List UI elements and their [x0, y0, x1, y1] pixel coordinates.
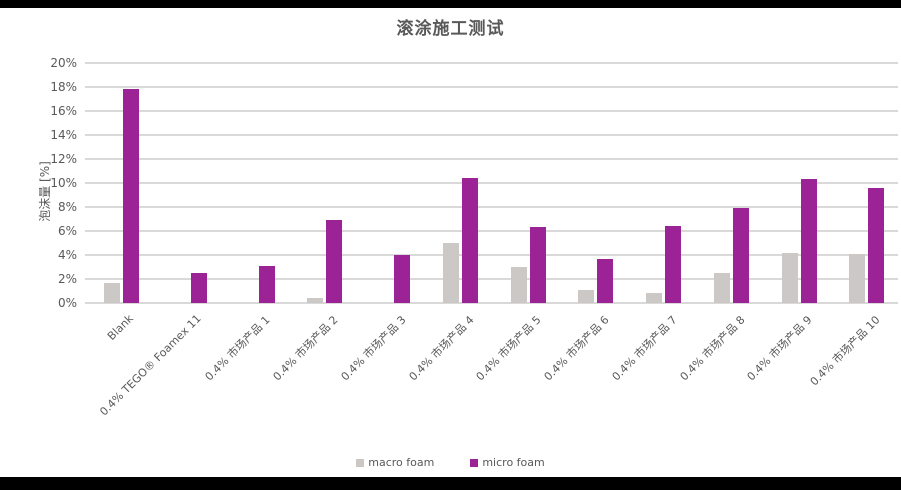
gridline: [85, 230, 898, 232]
chart-title: 滚涂施工测试: [396, 19, 505, 39]
gridline: [85, 86, 898, 88]
bar-micro-foam: [258, 265, 275, 303]
y-tick-label: 8%: [57, 200, 77, 214]
x-tick-label: Blank: [105, 312, 137, 343]
bar-macro-foam: [104, 282, 120, 303]
gridline: [85, 302, 898, 304]
top-edge-strip: [0, 0, 901, 8]
bar-macro-foam: [646, 293, 662, 303]
y-tick-label: 16%: [50, 104, 77, 118]
gridline: [85, 182, 898, 184]
y-tick-label: 0%: [57, 296, 77, 310]
gridline: [85, 62, 898, 64]
y-tick-label: 4%: [57, 248, 77, 262]
x-tick-label: 0.4% 市场产品 5: [474, 313, 544, 384]
gridline: [85, 134, 898, 136]
gridline: [85, 158, 898, 160]
bar-micro-foam: [868, 187, 885, 303]
x-tick-label: 0.4% 市场产品 4: [406, 313, 477, 384]
macro-foam-swatch-icon: [356, 458, 365, 467]
y-tick-label: 2%: [57, 272, 77, 286]
bar-macro-foam: [442, 243, 459, 303]
bar-micro-foam: [800, 179, 817, 303]
y-tick-label: 6%: [57, 224, 77, 238]
x-tick-label: 0.4% 市场产品 9: [745, 313, 815, 384]
bar-micro-foam: [190, 273, 207, 303]
legend-item-macro-foam: macro foam: [356, 456, 434, 469]
gridline: [85, 206, 898, 208]
x-tick-label: 0.4% 市场产品 7: [609, 313, 680, 384]
bar-micro-foam: [394, 255, 410, 303]
x-tick-label: 0.4% 市场产品 2: [270, 313, 341, 384]
bar-micro-foam: [732, 208, 749, 303]
x-tick-label: 0.4% 市场产品 1: [203, 313, 273, 384]
y-tick-label: 12%: [50, 152, 77, 166]
legend-item-micro-foam: micro foam: [470, 456, 545, 469]
legend: macro foam micro foam: [0, 456, 901, 469]
bar-macro-foam: [578, 289, 595, 303]
x-tick-label: 0.4% 市场产品 10: [807, 313, 883, 389]
gridline: [85, 110, 898, 112]
bar-micro-foam: [529, 227, 546, 303]
y-tick-label: 18%: [50, 80, 77, 94]
bar-macro-foam: [307, 298, 324, 303]
y-tick-label: 10%: [50, 176, 77, 190]
x-tick-label: 0.4% 市场产品 6: [541, 313, 612, 384]
legend-label-macro-foam: macro foam: [368, 456, 435, 469]
bar-micro-foam: [665, 226, 681, 303]
y-axis-title: 泡沫量 [%]: [37, 161, 52, 222]
x-tick-label: 0.4% 市场产品 3: [338, 313, 409, 384]
legend-label-micro-foam: micro foam: [482, 456, 545, 469]
bar-macro-foam: [510, 267, 527, 303]
bar-micro-foam: [461, 178, 478, 303]
y-tick-label: 14%: [50, 128, 77, 142]
bar-micro-foam: [123, 89, 139, 303]
y-tick-label: 20%: [50, 56, 77, 70]
x-tick-label: 0.4% 市场产品 8: [677, 313, 748, 384]
bar-micro-foam: [326, 220, 343, 303]
bottom-edge-strip: [0, 477, 901, 490]
bar-micro-foam: [597, 258, 614, 303]
micro-foam-swatch-icon: [470, 458, 479, 467]
bar-macro-foam: [849, 253, 866, 303]
bar-macro-foam: [713, 273, 730, 303]
gridline: [85, 254, 898, 256]
bar-macro-foam: [781, 252, 798, 303]
gridline: [85, 278, 898, 280]
